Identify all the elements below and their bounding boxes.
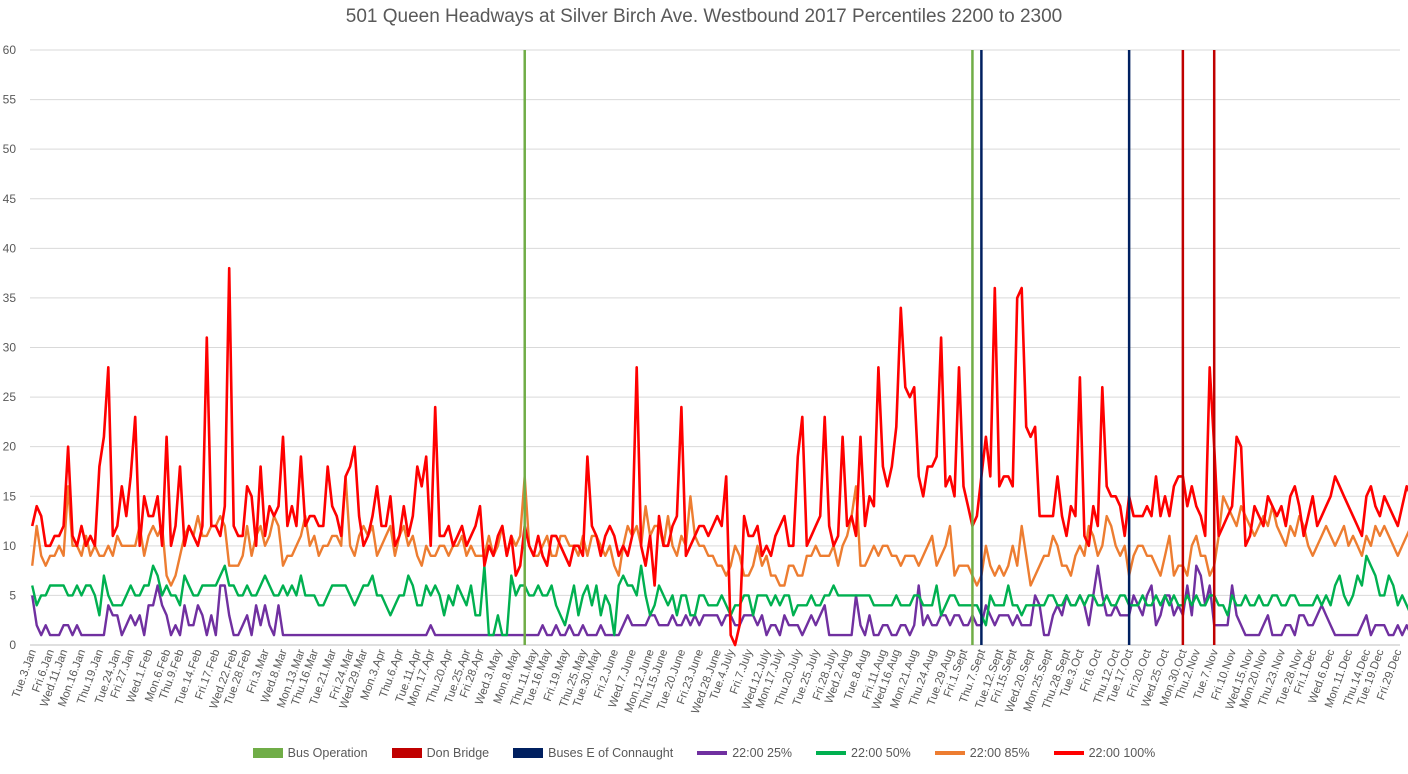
legend-label: Bus Operation — [287, 746, 368, 760]
legend-item-event-1: Don Bridge — [391, 746, 490, 760]
legend-label: Buses E of Connaught — [548, 746, 674, 760]
legend-label: 22:00 25% — [732, 746, 793, 760]
legend: Bus Operation Don Bridge Buses E of Connau… — [0, 746, 1408, 760]
legend-swatch — [934, 751, 965, 755]
y-tick-label: 0 — [9, 638, 16, 652]
y-tick-label: 15 — [3, 489, 17, 503]
y-tick-label: 40 — [3, 241, 17, 255]
legend-item-event-2: Buses E of Connaught — [513, 746, 673, 760]
chart-title: 501 Queen Headways at Silver Birch Ave. … — [345, 6, 1063, 27]
legend-swatch — [697, 751, 728, 755]
y-tick-label: 30 — [3, 341, 17, 355]
series-line-0 — [31, 564, 1408, 637]
y-tick-label: 50 — [3, 142, 17, 156]
legend-item-event-0: Bus Operation — [252, 746, 368, 760]
legend-label: 22:00 85% — [969, 746, 1030, 760]
legend-swatch — [252, 748, 283, 758]
legend-item-series-3: 22:00 100% — [1053, 746, 1156, 760]
legend-swatch — [816, 751, 847, 755]
y-tick-label: 55 — [3, 93, 17, 107]
legend-label: 22:00 100% — [1088, 746, 1156, 760]
legend-item-series-2: 22:00 85% — [934, 746, 1030, 760]
y-tick-label: 35 — [3, 291, 17, 305]
legend-label: Don Bridge — [426, 746, 490, 760]
legend-swatch — [391, 748, 422, 758]
series-line-1 — [31, 554, 1408, 637]
series-line-2 — [31, 475, 1408, 587]
legend-item-series-0: 22:00 25% — [697, 746, 792, 760]
legend-swatch — [513, 748, 544, 758]
y-tick-label: 5 — [9, 588, 16, 602]
y-tick-label: 10 — [3, 539, 17, 553]
y-tick-label: 60 — [3, 43, 17, 57]
y-tick-label: 45 — [3, 192, 17, 206]
legend-item-series-1: 22:00 50% — [816, 746, 911, 760]
series-line-3 — [30, 266, 1408, 647]
legend-swatch — [1053, 751, 1084, 755]
legend-label: 22:00 50% — [851, 746, 911, 760]
y-tick-label: 25 — [3, 390, 17, 404]
y-tick-label: 20 — [3, 440, 17, 454]
